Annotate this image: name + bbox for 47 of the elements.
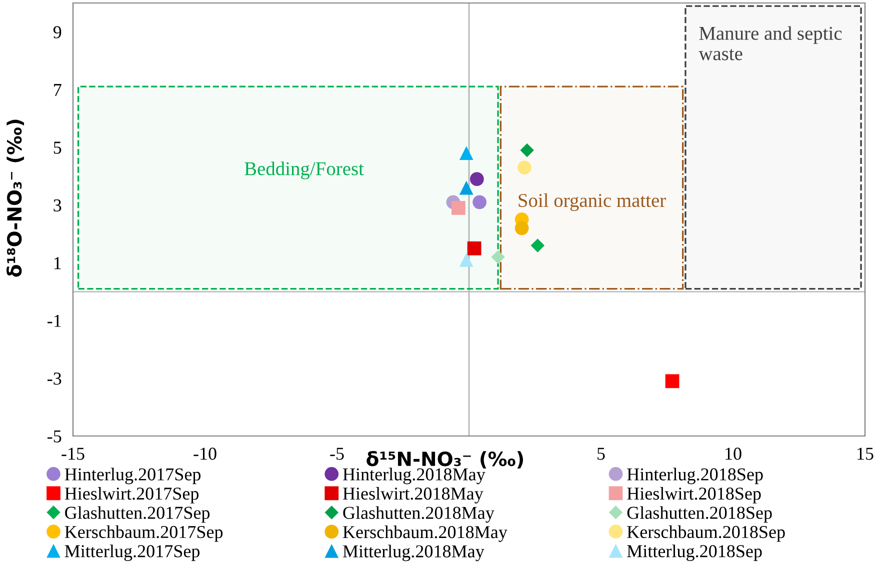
legend-label: Hieslwirt.2018Sep bbox=[627, 487, 761, 504]
legend-label: Hinterlug.2017Sep bbox=[64, 468, 201, 484]
legend-label: Mitterlug.2018Sep bbox=[627, 544, 762, 562]
legend-label: Glashutten.2018May bbox=[343, 506, 494, 523]
point bbox=[459, 252, 474, 267]
legend-label: Mitterlug.2018May bbox=[342, 544, 484, 562]
legend-label: Kerschbaum.2018May bbox=[342, 526, 508, 542]
point bbox=[451, 201, 466, 215]
legend-label: Hieslwirt.2017Sep bbox=[64, 487, 199, 504]
point bbox=[472, 195, 487, 210]
x-axis-title: δ¹⁵N-NO₃⁻ (‰) bbox=[366, 451, 523, 468]
y-tick-label: 9 bbox=[53, 26, 62, 38]
point bbox=[520, 143, 534, 158]
legend-label: Hinterlug.2018Sep bbox=[627, 468, 763, 484]
legend-label: Kerschbaum.2018Sep bbox=[627, 525, 785, 542]
legend-label: Kerschbaum.2017Sep bbox=[64, 525, 223, 542]
legend-label: Glashutten.2018Sep bbox=[627, 506, 772, 523]
legend-label: Mitterlug.2017Sep bbox=[64, 544, 200, 562]
x-tick-label: 5 bbox=[598, 448, 605, 460]
point bbox=[491, 250, 505, 264]
y-tick-label: 7 bbox=[54, 84, 62, 96]
point bbox=[517, 160, 532, 174]
x-tick-label: -5 bbox=[330, 448, 344, 460]
point bbox=[459, 146, 474, 160]
y-tick-label: 3 bbox=[54, 199, 62, 212]
point bbox=[514, 221, 529, 236]
y-axis-title: δ¹⁸O-NO₃⁻ (‰) bbox=[6, 120, 24, 277]
x-tick-label: 15 bbox=[858, 448, 874, 460]
point bbox=[665, 374, 680, 388]
legend-label: Hieslwirt.2018May bbox=[342, 487, 484, 504]
point bbox=[530, 238, 545, 252]
band-label: Bedding/Forest bbox=[244, 162, 364, 180]
x-tick-label: -10 bbox=[194, 448, 216, 460]
legend-label: Hinterlug.2018May bbox=[342, 468, 486, 484]
y-tick-label: -3 bbox=[48, 372, 62, 385]
y-tick-label: -5 bbox=[48, 430, 62, 442]
y-tick-label: 1 bbox=[54, 257, 61, 270]
legend-label: Glashutten.2017Sep bbox=[65, 506, 210, 523]
band-label: Soil organic matter bbox=[518, 193, 666, 212]
x-tick-label: -15 bbox=[62, 448, 84, 460]
point bbox=[470, 172, 484, 186]
x-tick-label: 10 bbox=[726, 448, 742, 460]
band-label: Manure and septic waste bbox=[698, 26, 842, 60]
point bbox=[459, 180, 474, 195]
y-tick-label: -1 bbox=[48, 314, 61, 327]
y-tick-label: 5 bbox=[54, 142, 62, 154]
point bbox=[467, 241, 482, 256]
